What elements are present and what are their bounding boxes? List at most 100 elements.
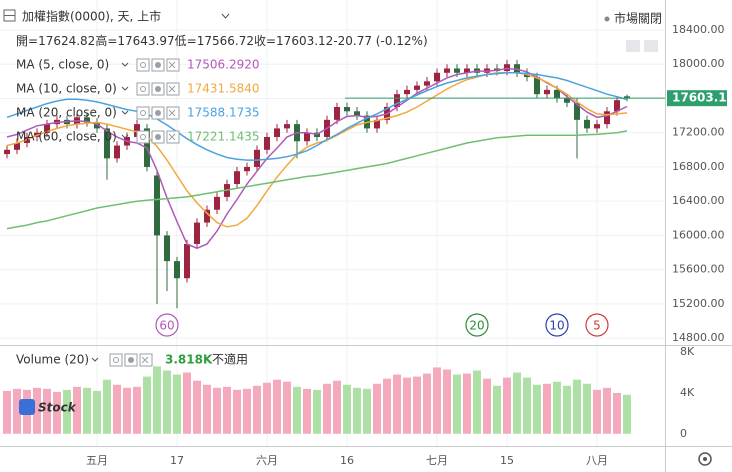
candle-body <box>254 149 260 167</box>
marker-label: 5 <box>593 319 601 333</box>
ohlc-label: 低= <box>175 34 197 48</box>
candle-body <box>624 96 630 99</box>
volume-bar <box>193 380 201 434</box>
candle-body <box>354 111 360 116</box>
legend-button[interactable] <box>136 58 150 72</box>
gear-icon <box>155 86 161 92</box>
ohlc-label: 高= <box>95 33 117 48</box>
x-tick-label: 15 <box>500 454 514 467</box>
logo-icon <box>19 399 35 415</box>
legend-button[interactable] <box>166 106 180 120</box>
volume-bar <box>443 369 451 434</box>
volume-tick-label: 8K <box>680 345 695 358</box>
x-tick-label: 17 <box>170 454 184 467</box>
volume-bar <box>123 387 131 434</box>
volume-bar <box>213 387 221 434</box>
volume-bar <box>303 388 311 434</box>
volume-bar <box>263 382 271 434</box>
volume-bar <box>503 377 511 434</box>
volume-bar <box>183 372 191 434</box>
ohlc-readout: 開=17624.82高=17643.97低=17566.72收=17603.12… <box>16 33 428 48</box>
candle-body <box>344 107 350 112</box>
candle-body <box>334 107 340 120</box>
volume-bar <box>3 390 11 434</box>
logo: Stock <box>38 401 77 415</box>
volume-bar <box>433 367 441 434</box>
eye-icon <box>140 62 146 68</box>
volume-tick-label: 0 <box>680 427 687 440</box>
volume-bar <box>83 387 91 434</box>
volume-bar <box>543 383 551 434</box>
chart-title[interactable]: 加權指數(0000), 天, 上市 <box>22 9 161 24</box>
x-tick-label: 五月 <box>86 454 108 467</box>
volume-bar <box>403 377 411 434</box>
volume-bar <box>553 381 561 434</box>
legend-button[interactable] <box>136 82 150 96</box>
x-tick-label: 七月 <box>426 454 448 467</box>
volume-bar <box>13 388 21 434</box>
gear-icon <box>155 110 161 116</box>
candle-body <box>514 64 520 73</box>
last-price-tag <box>667 90 727 107</box>
marker <box>545 313 569 337</box>
marker <box>465 313 489 337</box>
candle-body <box>244 166 250 172</box>
legend-button[interactable] <box>139 353 153 367</box>
settings-icon[interactable] <box>698 452 712 466</box>
volume-bar <box>313 389 321 434</box>
volume-bar <box>513 372 521 434</box>
legend-name: MA (10, close, 0) <box>16 82 117 96</box>
grid <box>0 0 665 446</box>
candle-body <box>434 72 440 82</box>
legend: 加權指數(0000), 天, 上市 市場關閉 開=17624.82高=17643… <box>3 9 662 367</box>
ohlc-value: 17603.12 <box>276 34 333 48</box>
y-tick-label: 15200.00 <box>672 297 725 310</box>
y-tick-label: 16800.00 <box>672 160 725 173</box>
volume-bar <box>463 373 471 434</box>
dropdown-icon[interactable] <box>221 13 230 19</box>
close-icon <box>168 109 176 117</box>
marker-label: 60 <box>159 319 174 333</box>
volume-bar <box>323 383 331 434</box>
volume-bar <box>253 385 261 434</box>
x-tick-label: 六月 <box>256 454 278 467</box>
volume-bar <box>293 386 301 434</box>
gear-icon <box>155 62 161 68</box>
button[interactable] <box>626 40 640 52</box>
volume-bar <box>63 389 71 434</box>
volume-bar <box>593 389 601 434</box>
volume-bar <box>573 379 581 434</box>
dropdown-icon <box>121 62 129 67</box>
volume-bar <box>483 378 491 434</box>
candle-body <box>444 68 450 73</box>
y-tick-label: 15600.00 <box>672 263 725 276</box>
candle-body <box>214 196 220 210</box>
candle-body <box>424 81 430 86</box>
overlay: 60 20 10 5 <box>155 313 609 337</box>
ohlc-value: 17643.97 <box>117 34 174 48</box>
last-price-label: 17603.12 <box>672 91 732 105</box>
volume-bar <box>113 384 121 434</box>
volume-bar <box>53 391 61 434</box>
legend-button[interactable] <box>109 353 123 367</box>
button[interactable] <box>644 40 658 52</box>
candle-body <box>564 98 570 103</box>
plot <box>3 59 665 434</box>
candle-body <box>584 119 590 129</box>
dropdown-icon <box>121 86 129 91</box>
candle-body <box>374 119 380 129</box>
legend-button[interactable] <box>166 130 180 144</box>
legend-button[interactable] <box>136 130 150 144</box>
candle-body <box>184 243 190 279</box>
candle-body <box>594 124 600 129</box>
legend-button[interactable] <box>166 82 180 96</box>
ohlc-value: 17624.82 <box>38 34 95 48</box>
candle-body <box>94 122 100 129</box>
legend-button[interactable] <box>136 106 150 120</box>
legend-button[interactable] <box>166 58 180 72</box>
eye-icon <box>113 357 119 363</box>
legend-name: MA (60, close, 0) <box>16 130 117 144</box>
gear-icon <box>128 357 134 363</box>
eye-icon <box>140 110 146 116</box>
